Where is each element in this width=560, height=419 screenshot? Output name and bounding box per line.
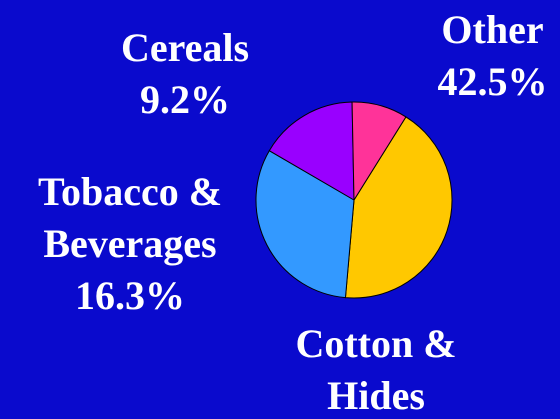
pie-slice-other xyxy=(344,116,453,299)
label-other-name: Other xyxy=(441,7,544,52)
label-other-value: 42.5% xyxy=(437,59,548,104)
pie-slice-cotton-hides xyxy=(255,150,355,299)
label-tobacco-value: 16.3% xyxy=(75,273,185,318)
label-cotton-line2: Hides xyxy=(327,373,425,418)
label-cotton-hides: Cotton & Hides xyxy=(276,318,476,419)
pie-slice-cereals xyxy=(351,101,407,202)
label-cereals-value: 9.2% xyxy=(140,77,230,122)
label-cereals-name: Cereals xyxy=(120,25,250,70)
pie-slice-tobacco-beverages xyxy=(268,101,355,201)
label-tobacco-line2: Beverages xyxy=(43,221,217,266)
label-other: Other 42.5% xyxy=(420,4,560,108)
label-cereals: Cereals 9.2% xyxy=(100,22,270,126)
label-cotton-line1: Cotton & xyxy=(295,321,457,366)
label-tobacco-beverages: Tobacco & Beverages 16.3% xyxy=(10,166,250,322)
label-tobacco-line1: Tobacco & xyxy=(37,169,223,214)
